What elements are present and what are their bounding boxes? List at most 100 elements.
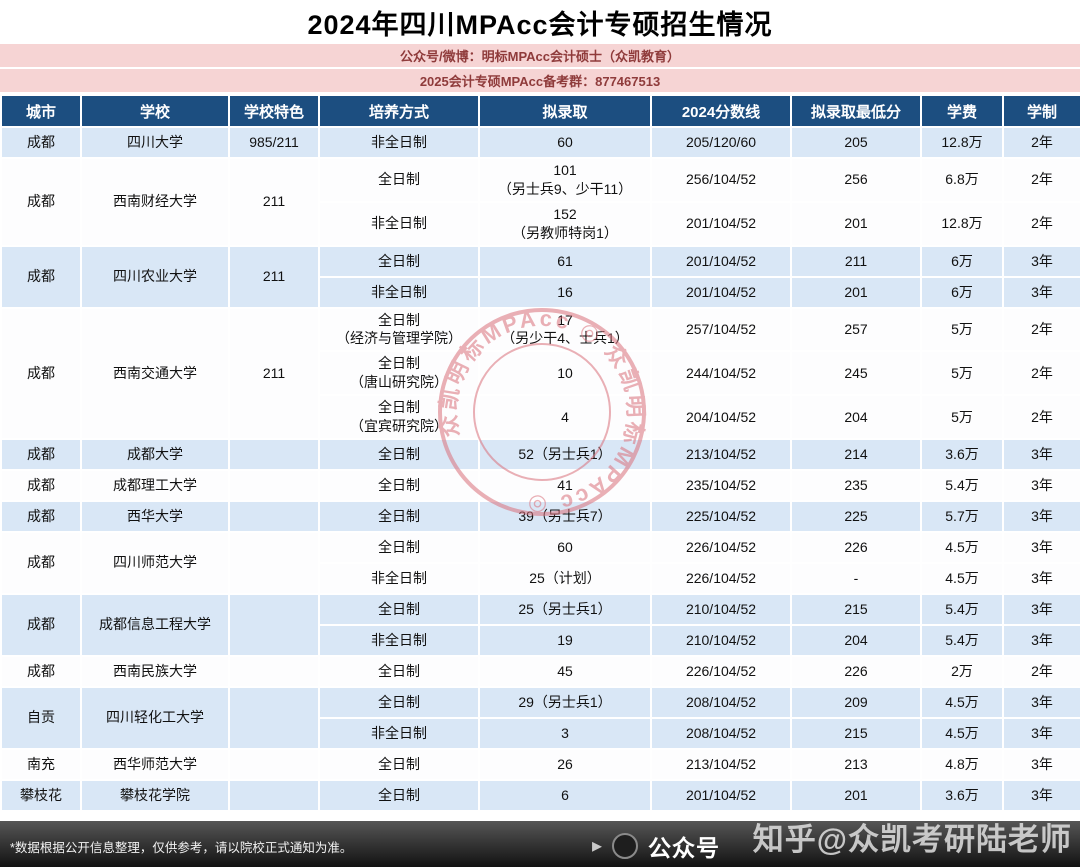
cell-min-score: 214 [790, 437, 922, 471]
cell-score-line: 226/104/52 [650, 561, 792, 595]
cell-min-score: 209 [790, 685, 922, 719]
cell-tuition: 4.5万 [920, 685, 1004, 719]
cell-duration: 2年 [1002, 394, 1080, 440]
cell-school: 西南交通大学 [80, 306, 230, 440]
arrow-icon: ▸ [592, 835, 603, 857]
table-row: 非全日制 19 210/104/52 204 5.4万 3年 [1, 623, 1080, 657]
cell-feature [228, 778, 320, 812]
cell-score-line: 226/104/52 [650, 530, 792, 564]
account-label: 公众号 [648, 835, 721, 861]
table-row: 成都 西华大学 全日制 39（另士兵7） 225/104/52 225 5.7万 3年 [0, 499, 1080, 533]
cell-tuition: 3.6万 [920, 778, 1004, 812]
cell-mode: 全日制 （唐山研究院） [318, 350, 480, 397]
cell-min-score: 256 [790, 157, 922, 203]
cell-score-line: 235/104/52 [650, 468, 792, 502]
cell-tuition: 5万 [920, 394, 1004, 440]
cell-duration: 3年 [1002, 592, 1080, 626]
cell-score-line: 213/104/52 [650, 437, 792, 471]
col-header-feature: 学校特色 [228, 94, 320, 128]
table-row: 成都 四川师范大学 全日制 60 226/104/52 226 4.5万 3年 [0, 530, 1080, 595]
cell-score-line: 205/120/60 [650, 126, 792, 159]
cell-score-line: 208/104/52 [650, 685, 792, 719]
cell-tuition: 5.7万 [920, 499, 1004, 533]
cell-duration: 2年 [1002, 654, 1080, 688]
table-row: 非全日制 3 208/104/52 215 4.5万 3年 [1, 716, 1080, 750]
cell-duration: 2年 [1002, 157, 1080, 203]
cell-min-score: 201 [790, 275, 922, 309]
cell-mode: 非全日制 [318, 716, 480, 750]
cell-duration: 3年 [1002, 778, 1080, 812]
cell-min-score: 245 [790, 350, 922, 397]
cell-school: 四川轻化工大学 [80, 685, 230, 750]
cell-tuition: 4.8万 [920, 747, 1004, 781]
cell-tuition: 12.8万 [920, 200, 1004, 247]
cell-admit: 4 [478, 394, 652, 440]
cell-admit: 41 [478, 468, 652, 502]
cell-min-score: - [790, 561, 922, 595]
cell-min-score: 201 [790, 200, 922, 247]
cell-school: 四川农业大学 [80, 244, 230, 309]
cell-mode: 全日制 [318, 499, 480, 533]
cell-school: 西华大学 [80, 499, 230, 533]
footer-note: *数据根据公开信息整理，仅供参考，请以院校正式通知为准。 [10, 841, 353, 855]
cell-min-score: 204 [790, 394, 922, 440]
cell-score-line: 213/104/52 [650, 747, 792, 781]
cell-tuition: 5万 [920, 350, 1004, 397]
cell-feature [228, 592, 320, 657]
page-title: 2024年四川MPAcc会计专硕招生情况 [307, 9, 773, 40]
cell-feature [228, 685, 320, 750]
cell-admit: 19 [478, 623, 652, 657]
table-row: 成都 西南财经大学 211 全日制 101 （另士兵9、少干11） 256/104/52 25… [0, 157, 1080, 247]
cell-duration: 3年 [1002, 275, 1080, 309]
cell-mode: 全日制 [318, 468, 480, 502]
cell-mode: 全日制 [318, 530, 480, 564]
cell-score-line: 225/104/52 [650, 499, 792, 533]
cell-duration: 3年 [1002, 716, 1080, 750]
cell-admit: 152 （另教师特岗1） [478, 200, 652, 247]
cell-duration: 3年 [1002, 561, 1080, 595]
cell-school: 西南民族大学 [80, 654, 230, 688]
cell-feature: 211 [228, 306, 320, 440]
col-header-mode: 培养方式 [318, 94, 480, 128]
cell-mode: 非全日制 [318, 623, 480, 657]
cell-admit: 60 [478, 126, 652, 159]
col-header-tuition: 学费 [920, 94, 1004, 128]
cell-mode: 全日制 [318, 157, 480, 203]
cell-city: 成都 [0, 530, 82, 595]
cell-mode: 全日制 [318, 778, 480, 812]
cell-tuition: 4.5万 [920, 716, 1004, 750]
cell-admit: 60 [478, 530, 652, 564]
cell-admit: 39（另士兵7） [478, 499, 652, 533]
cell-score-line: 226/104/52 [650, 654, 792, 688]
cell-tuition: 5.4万 [920, 468, 1004, 502]
cell-score-line: 257/104/52 [650, 306, 792, 353]
cell-tuition: 5万 [920, 306, 1004, 353]
cell-school: 西南财经大学 [80, 157, 230, 247]
cell-duration: 3年 [1002, 685, 1080, 719]
cell-duration: 3年 [1002, 499, 1080, 533]
table-row: 成都 四川大学 985/211 非全日制 60 205/120/60 205 12.8万 2年 [0, 126, 1080, 159]
cell-mode: 非全日制 [318, 275, 480, 309]
col-header-duration: 学制 [1002, 94, 1080, 128]
cell-duration: 3年 [1002, 623, 1080, 657]
cell-feature: 985/211 [228, 126, 320, 159]
cell-mode: 非全日制 [318, 200, 480, 247]
cell-mode: 全日制 [318, 244, 480, 278]
cell-admit: 16 [478, 275, 652, 309]
cell-mode: 全日制 [318, 437, 480, 471]
cell-score-line: 244/104/52 [650, 350, 792, 397]
cell-school: 攀枝花学院 [80, 778, 230, 812]
cell-city: 成都 [0, 244, 82, 309]
footer-bar: *数据根据公开信息整理，仅供参考，请以院校正式通知为准。 ▸ 公众号 [0, 821, 1080, 867]
cell-duration: 2年 [1002, 200, 1080, 247]
cell-feature [228, 499, 320, 533]
cell-duration: 3年 [1002, 437, 1080, 471]
cell-feature: 211 [228, 244, 320, 309]
cell-mode: 非全日制 [318, 561, 480, 595]
cell-school: 成都理工大学 [80, 468, 230, 502]
cell-score-line: 201/104/52 [650, 778, 792, 812]
cell-tuition: 3.6万 [920, 437, 1004, 471]
table-row: 成都 四川农业大学 211 全日制 61 201/104/52 211 6万 3年 [0, 244, 1080, 309]
cell-tuition: 5.4万 [920, 623, 1004, 657]
cell-min-score: 226 [790, 654, 922, 688]
